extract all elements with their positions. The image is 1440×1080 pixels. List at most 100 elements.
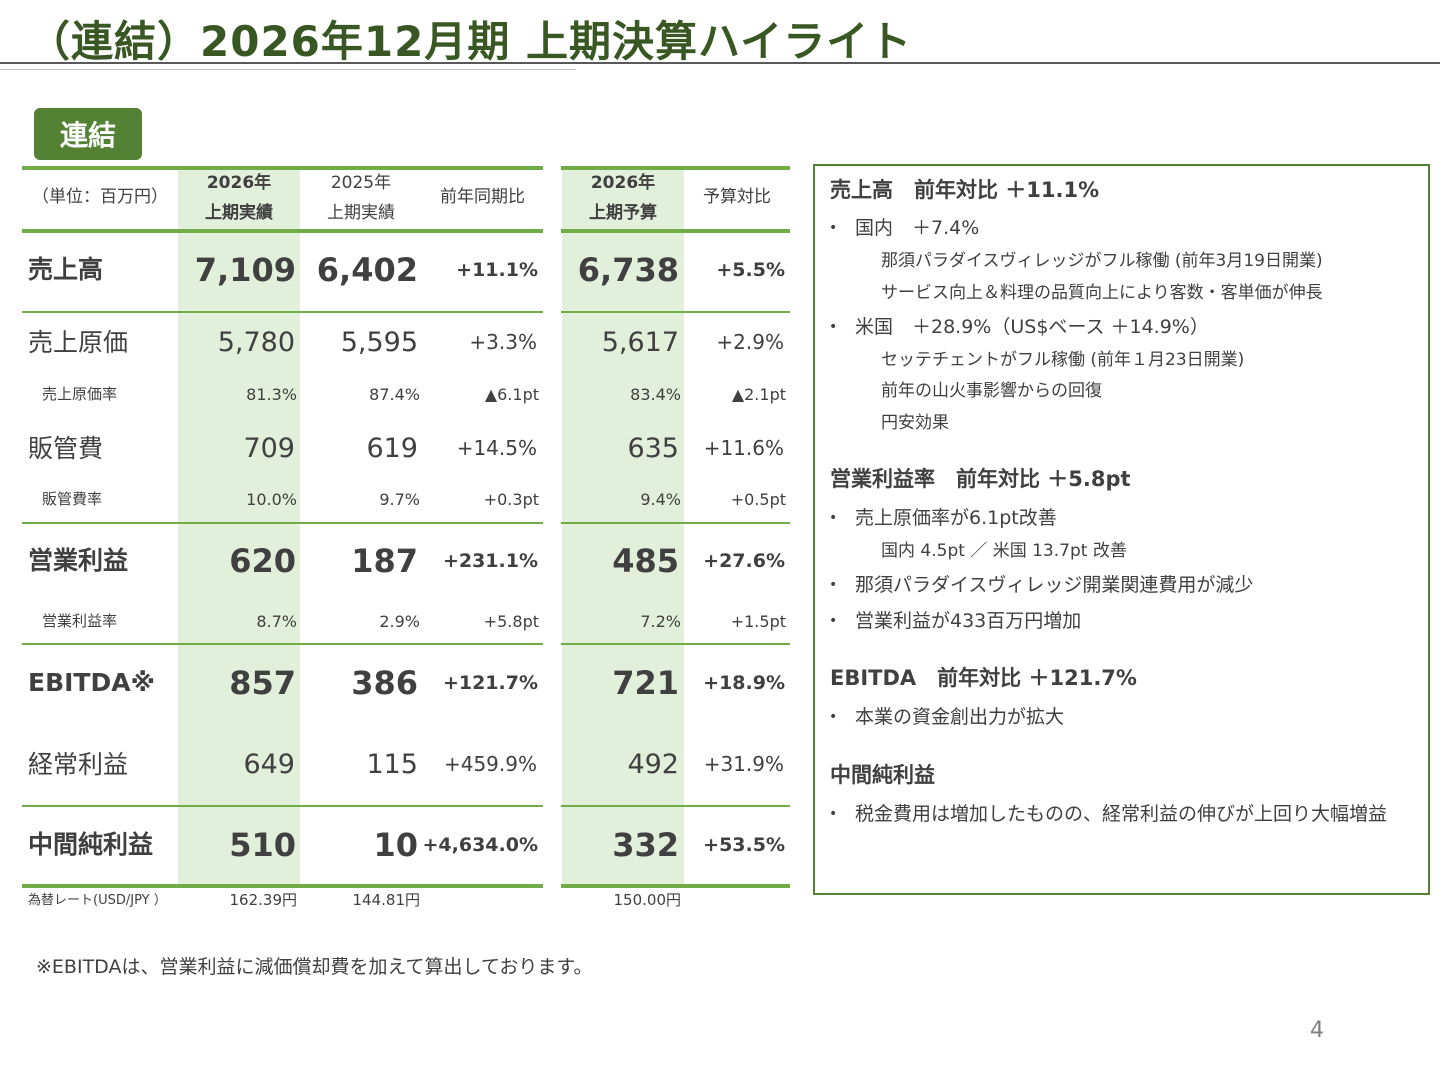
net-income-budget: 332	[612, 826, 679, 864]
fx-rate-prev: 144.81円	[352, 891, 421, 909]
panel-sub-cogs-breakdown: 国内 4.5pt ／ 米国 13.7pt 改善	[881, 541, 1127, 561]
table-top-rule-right	[561, 166, 790, 170]
page-title: （連結）2026年12月期 上期決算ハイライト	[28, 17, 913, 66]
bullet-dot: •	[829, 577, 838, 593]
sales-yoy: +11.1%	[456, 259, 538, 281]
row-divider	[561, 643, 790, 645]
operating-income-budget: 485	[612, 542, 679, 580]
ebitda-prev: 386	[351, 664, 418, 702]
fx-rate-label: 為替レート(USD/JPY ）	[28, 893, 167, 908]
row-divider	[561, 805, 790, 807]
header-vs-budget: 予算対比	[703, 187, 771, 207]
panel-sub-weak-yen: 円安効果	[881, 413, 949, 433]
bullet-dot: •	[829, 806, 838, 822]
sga-current: 709	[243, 433, 295, 464]
header-current-period: 上期実績	[205, 203, 273, 223]
cogs-current: 5,780	[217, 327, 295, 358]
cogs-budget: 5,617	[601, 327, 679, 358]
panel-sub-service-improvement: サービス向上＆料理の品質向上により客数・客単価が伸長	[881, 283, 1323, 303]
bullet-dot: •	[829, 613, 838, 629]
net-income-prev: 10	[373, 826, 418, 864]
net-income-vs-budget: +53.5%	[703, 834, 785, 856]
row-divider	[22, 805, 543, 807]
current-period-column-highlight	[178, 168, 300, 886]
header-rule-left	[22, 229, 543, 233]
operating-income-prev: 187	[351, 542, 418, 580]
row-label-cogs-ratio: 売上原価率	[42, 385, 118, 403]
ordinary-income-current: 649	[243, 749, 295, 780]
ebitda-vs-budget: +18.9%	[703, 672, 785, 694]
bullet-text: 那須パラダイスヴィレッジ開業関連費用が減少	[855, 574, 1254, 596]
sga-prev: 619	[366, 433, 418, 464]
panel-sub-nasu-full-operation: 那須パラダイスヴィレッジがフル稼働 (前年3月19日開業)	[881, 251, 1323, 271]
operating-margin-budget: 7.2%	[640, 612, 681, 631]
operating-margin-yoy: +5.8pt	[483, 612, 539, 631]
operating-income-current: 620	[229, 542, 296, 580]
ebitda-current: 857	[229, 664, 296, 702]
header-budget-year: 2026年	[590, 173, 656, 193]
row-divider	[22, 522, 543, 524]
cogs-ratio-vs-budget: ▲2.1pt	[731, 385, 786, 404]
sga-yoy: +14.5%	[456, 436, 537, 460]
sga-ratio-prev: 9.7%	[379, 490, 420, 509]
panel-bullet-cogs-improvement: • 売上原価率が6.1pt改善	[829, 503, 1057, 530]
header-prev-period: 上期実績	[327, 203, 395, 223]
net-income-yoy: +4,634.0%	[422, 834, 539, 856]
bullet-dot: •	[829, 319, 838, 335]
operating-income-vs-budget: +27.6%	[703, 550, 785, 572]
panel-bullet-domestic: • 国内 ＋7.4%	[829, 213, 979, 240]
row-label-operating-margin: 営業利益率	[42, 612, 118, 630]
panel-sub-wildfire-recovery: 前年の山火事影響からの回復	[881, 381, 1102, 401]
panel-heading-sales: 売上高 前年対比 ＋11.1%	[830, 178, 1100, 202]
title-divider	[0, 62, 1440, 64]
header-yoy: 前年同期比	[440, 187, 525, 207]
row-label-cogs: 売上原価	[28, 328, 129, 357]
cogs-prev: 5,595	[340, 327, 418, 358]
sales-vs-budget: +5.5%	[716, 259, 785, 281]
row-divider	[561, 522, 790, 524]
sales-current: 7,109	[194, 251, 296, 289]
operating-margin-prev: 2.9%	[379, 612, 420, 631]
panel-bullet-us: • 米国 ＋28.9%（US$ベース ＋14.9%）	[829, 312, 1209, 339]
bullet-dot: •	[829, 510, 838, 526]
ebitda-footnote: ※EBITDAは、営業利益に減価償却費を加えて算出しております。	[36, 956, 593, 978]
unit-label: （単位：百万円）	[32, 187, 168, 207]
consolidated-badge: 連結	[34, 108, 142, 160]
sga-ratio-current: 10.0%	[246, 490, 297, 509]
panel-heading-ebitda: EBITDA 前年対比 ＋121.7%	[830, 666, 1137, 690]
panel-bullet-op-income-increase: • 営業利益が433百万円増加	[829, 606, 1081, 633]
row-label-sga-ratio: 販管費率	[42, 490, 103, 508]
bullet-dot: •	[829, 220, 838, 236]
table-top-rule-left	[22, 166, 543, 170]
cogs-ratio-budget: 83.4%	[630, 385, 681, 404]
header-budget-period: 上期予算	[589, 203, 657, 223]
panel-bullet-opening-costs: • 那須パラダイスヴィレッジ開業関連費用が減少	[829, 570, 1253, 597]
ordinary-income-prev: 115	[366, 749, 418, 780]
row-label-sga: 販管費	[28, 434, 104, 463]
header-current-year: 2026年	[206, 173, 272, 193]
operating-margin-current: 8.7%	[256, 612, 297, 631]
panel-bullet-cash-generation: • 本業の資金創出力が拡大	[829, 702, 1064, 729]
panel-heading-operating-margin: 営業利益率 前年対比 ＋5.8pt	[830, 467, 1131, 491]
bullet-dot: •	[829, 709, 838, 725]
ordinary-income-yoy: +459.9%	[443, 752, 537, 776]
operating-income-yoy: +231.1%	[442, 550, 538, 572]
highlights-panel: 売上高 前年対比 ＋11.1% • 国内 ＋7.4% 那須パラダイスヴィレッジがフ…	[813, 164, 1430, 895]
title-subdivider	[0, 69, 576, 70]
sga-budget: 635	[627, 433, 679, 464]
sga-ratio-yoy: +0.3pt	[483, 490, 539, 509]
panel-bullet-net-income-growth: • 税金費用は増加したものの、経常利益の伸びが上回り大幅増益	[829, 799, 1387, 826]
bullet-text: 本業の資金創出力が拡大	[855, 706, 1065, 728]
row-divider	[22, 311, 543, 313]
row-label-operating-income: 営業利益	[28, 546, 129, 575]
sales-budget: 6,738	[577, 251, 679, 289]
cogs-ratio-current: 81.3%	[246, 385, 297, 404]
ordinary-income-vs-budget: +31.9%	[703, 752, 784, 776]
ebitda-yoy: +121.7%	[442, 672, 538, 694]
net-income-current: 510	[229, 826, 296, 864]
row-divider	[22, 643, 543, 645]
cogs-yoy: +3.3%	[469, 330, 537, 354]
cogs-ratio-prev: 87.4%	[369, 385, 420, 404]
header-prev-year: 2025年	[330, 173, 392, 193]
panel-sub-settecento: セッテチェントがフル稼働 (前年１月23日開業)	[881, 350, 1245, 370]
